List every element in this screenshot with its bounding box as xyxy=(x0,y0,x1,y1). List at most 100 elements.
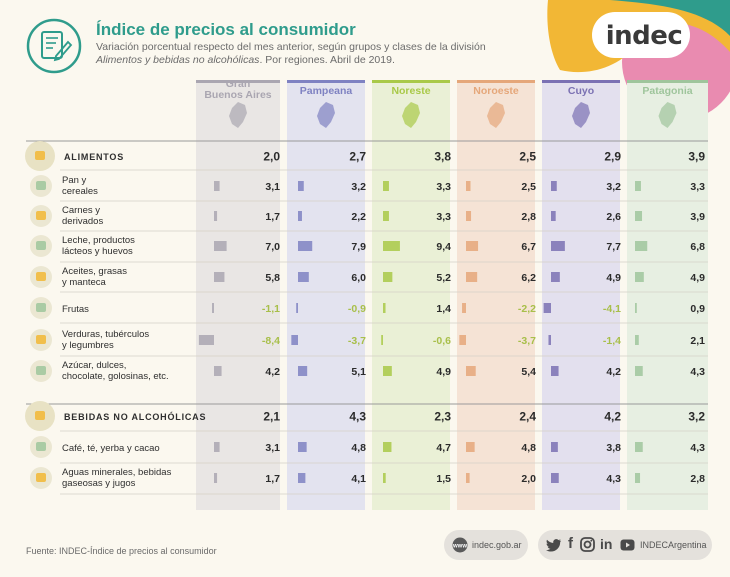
column-top-bar-patagonia xyxy=(627,80,708,83)
bar-leche-productos-lacteos-y-huevos-patagonia xyxy=(635,241,648,251)
value-label-aguas-minerales-bebidas-gaseosas-y-jugos-noreste: 1,5 xyxy=(436,473,451,485)
value-label-bebidas-no-alcoholicas-gran-buenos-aires: 2,1 xyxy=(263,410,280,424)
column-header-cuyo: Cuyo xyxy=(568,85,594,97)
column-top-bar-cuyo xyxy=(542,80,620,83)
row-label-aceites-grasas-y-manteca: Aceites, grasas y manteca xyxy=(62,266,127,288)
row-label-bebidas-no-alcoholicas: BEBIDAS NO ALCOHÓLICAS xyxy=(64,411,206,422)
bar-carnes-y-derivados-gran-buenos-aires xyxy=(214,211,218,221)
twitter-icon[interactable] xyxy=(546,538,562,552)
linkedin-icon[interactable]: in xyxy=(600,536,613,552)
value-label-frutas-noroeste: -2,2 xyxy=(518,303,536,315)
column-top-bar-pampeana xyxy=(287,80,365,83)
region-map-icon-noreste xyxy=(402,102,420,128)
value-label-leche-productos-lacteos-y-huevos-pampeana: 7,9 xyxy=(351,241,366,253)
row-label-aguas-minerales-bebidas-gaseosas-y-jugos: Aguas minerales, bebidas gaseosas y jugos xyxy=(62,467,172,489)
instagram-icon[interactable] xyxy=(580,537,595,552)
bar-azucar-dulces-chocolate-golosinas-etc-noreste xyxy=(383,366,392,376)
social-links: f in INDECArgentina xyxy=(538,530,712,560)
value-label-bebidas-no-alcoholicas-noreste: 2,3 xyxy=(434,410,451,424)
value-label-aceites-grasas-y-manteca-noreste: 5,2 xyxy=(436,272,451,284)
value-label-alimentos-pampeana: 2,7 xyxy=(349,150,366,164)
value-label-frutas-patagonia: 0,9 xyxy=(690,303,705,315)
bar-verduras-tuberculos-y-legumbres-pampeana xyxy=(291,335,298,345)
value-label-alimentos-noreste: 3,8 xyxy=(434,150,451,164)
bar-cafe-te-yerba-y-cacao-patagonia xyxy=(635,442,643,452)
value-label-verduras-tuberculos-y-legumbres-cuyo: -1,4 xyxy=(603,335,621,347)
value-label-pan-y-cereales-pampeana: 3,2 xyxy=(351,181,366,193)
column-header-noroeste: Noroeste xyxy=(473,85,519,97)
row-icon-glyph xyxy=(36,241,46,250)
bar-aceites-grasas-y-manteca-pampeana xyxy=(298,272,309,282)
value-label-carnes-y-derivados-pampeana: 2,2 xyxy=(351,211,366,223)
value-label-leche-productos-lacteos-y-huevos-patagonia: 6,8 xyxy=(690,241,705,253)
bar-azucar-dulces-chocolate-golosinas-etc-gran-buenos-aires xyxy=(214,366,222,376)
value-label-carnes-y-derivados-noreste: 3,3 xyxy=(436,211,451,223)
value-label-bebidas-no-alcoholicas-cuyo: 4,2 xyxy=(604,410,621,424)
bar-verduras-tuberculos-y-legumbres-noreste xyxy=(381,335,383,345)
row-icon-glyph xyxy=(36,442,46,451)
column-bg-cuyo xyxy=(542,80,620,510)
value-label-aguas-minerales-bebidas-gaseosas-y-jugos-cuyo: 4,3 xyxy=(606,473,621,485)
row-label-cafe-te-yerba-y-cacao: Café, té, yerba y cacao xyxy=(62,443,160,454)
bar-carnes-y-derivados-noreste xyxy=(383,211,389,221)
value-label-verduras-tuberculos-y-legumbres-noroeste: -3,7 xyxy=(518,335,536,347)
column-header-noreste: Noreste xyxy=(391,85,430,97)
value-label-azucar-dulces-chocolate-golosinas-etc-noreste: 4,9 xyxy=(436,366,451,378)
value-label-aguas-minerales-bebidas-gaseosas-y-jugos-patagonia: 2,8 xyxy=(690,473,705,485)
value-label-frutas-gran-buenos-aires: -1,1 xyxy=(262,303,280,315)
svg-text:www: www xyxy=(452,544,467,550)
region-map-icon-pampeana xyxy=(317,102,335,128)
value-label-leche-productos-lacteos-y-huevos-cuyo: 7,7 xyxy=(606,241,621,253)
column-header-gran-buenos-aires: Gran Buenos Aires xyxy=(204,78,271,101)
bar-leche-productos-lacteos-y-huevos-pampeana xyxy=(298,241,313,251)
value-label-cafe-te-yerba-y-cacao-noroeste: 4,8 xyxy=(521,442,536,454)
bar-frutas-noroeste xyxy=(462,303,466,313)
website-link[interactable]: www indec.gob.ar xyxy=(444,530,528,560)
column-bg-noroeste xyxy=(457,80,535,510)
bar-azucar-dulces-chocolate-golosinas-etc-noroeste xyxy=(466,366,476,376)
bar-aceites-grasas-y-manteca-gran-buenos-aires xyxy=(214,272,225,282)
column-top-bar-noreste xyxy=(372,80,450,83)
bar-frutas-pampeana xyxy=(296,303,298,313)
bar-carnes-y-derivados-cuyo xyxy=(551,211,556,221)
bar-cafe-te-yerba-y-cacao-noreste xyxy=(383,442,392,452)
bar-aguas-minerales-bebidas-gaseosas-y-jugos-patagonia xyxy=(635,473,641,483)
bar-aceites-grasas-y-manteca-noreste xyxy=(383,272,393,282)
value-label-pan-y-cereales-noroeste: 2,5 xyxy=(521,181,536,193)
value-label-verduras-tuberculos-y-legumbres-patagonia: 2,1 xyxy=(690,335,705,347)
value-label-cafe-te-yerba-y-cacao-cuyo: 3,8 xyxy=(606,442,621,454)
value-label-cafe-te-yerba-y-cacao-patagonia: 4,3 xyxy=(690,442,705,454)
bar-cafe-te-yerba-y-cacao-pampeana xyxy=(298,442,307,452)
value-label-aceites-grasas-y-manteca-pampeana: 6,0 xyxy=(351,272,366,284)
row-label-azucar-dulces-chocolate-golosinas-etc: Azúcar, dulces, chocolate, golosinas, etc… xyxy=(62,360,169,382)
column-bg-noreste xyxy=(372,80,450,510)
value-label-azucar-dulces-chocolate-golosinas-etc-noroeste: 5,4 xyxy=(521,366,536,378)
facebook-icon[interactable]: f xyxy=(568,535,573,552)
region-map-icon-gran-buenos-aires xyxy=(229,102,247,128)
bar-aceites-grasas-y-manteca-cuyo xyxy=(551,272,560,282)
value-label-bebidas-no-alcoholicas-noroeste: 2,4 xyxy=(519,410,536,424)
value-label-verduras-tuberculos-y-legumbres-noreste: -0,6 xyxy=(433,335,451,347)
bar-aguas-minerales-bebidas-gaseosas-y-jugos-cuyo xyxy=(551,473,559,483)
bar-aguas-minerales-bebidas-gaseosas-y-jugos-noroeste xyxy=(466,473,470,483)
bar-cafe-te-yerba-y-cacao-cuyo xyxy=(551,442,558,452)
row-icon-glyph xyxy=(35,411,45,420)
value-label-leche-productos-lacteos-y-huevos-noreste: 9,4 xyxy=(436,241,451,253)
row-icon-glyph xyxy=(36,303,46,312)
bar-azucar-dulces-chocolate-golosinas-etc-cuyo xyxy=(551,366,559,376)
bar-pan-y-cereales-noroeste xyxy=(466,181,471,191)
youtube-icon[interactable] xyxy=(620,539,635,551)
row-label-alimentos: ALIMENTOS xyxy=(64,152,124,162)
bar-verduras-tuberculos-y-legumbres-gran-buenos-aires xyxy=(198,335,214,345)
page-title: Índice de precios al consumidor xyxy=(96,20,356,39)
column-bg-patagonia xyxy=(627,80,708,510)
doc-pencil-icon xyxy=(26,18,82,74)
row-icon-glyph xyxy=(36,366,46,375)
value-label-alimentos-patagonia: 3,9 xyxy=(688,150,705,164)
bar-frutas-noreste xyxy=(383,303,386,313)
column-header-pampeana: Pampeana xyxy=(300,85,353,97)
row-label-verduras-tuberculos-y-legumbres: Verduras, tubérculos y legumbres xyxy=(62,329,149,351)
value-label-bebidas-no-alcoholicas-pampeana: 4,3 xyxy=(349,410,366,424)
bar-carnes-y-derivados-patagonia xyxy=(635,211,643,221)
value-label-carnes-y-derivados-gran-buenos-aires: 1,7 xyxy=(265,211,280,223)
